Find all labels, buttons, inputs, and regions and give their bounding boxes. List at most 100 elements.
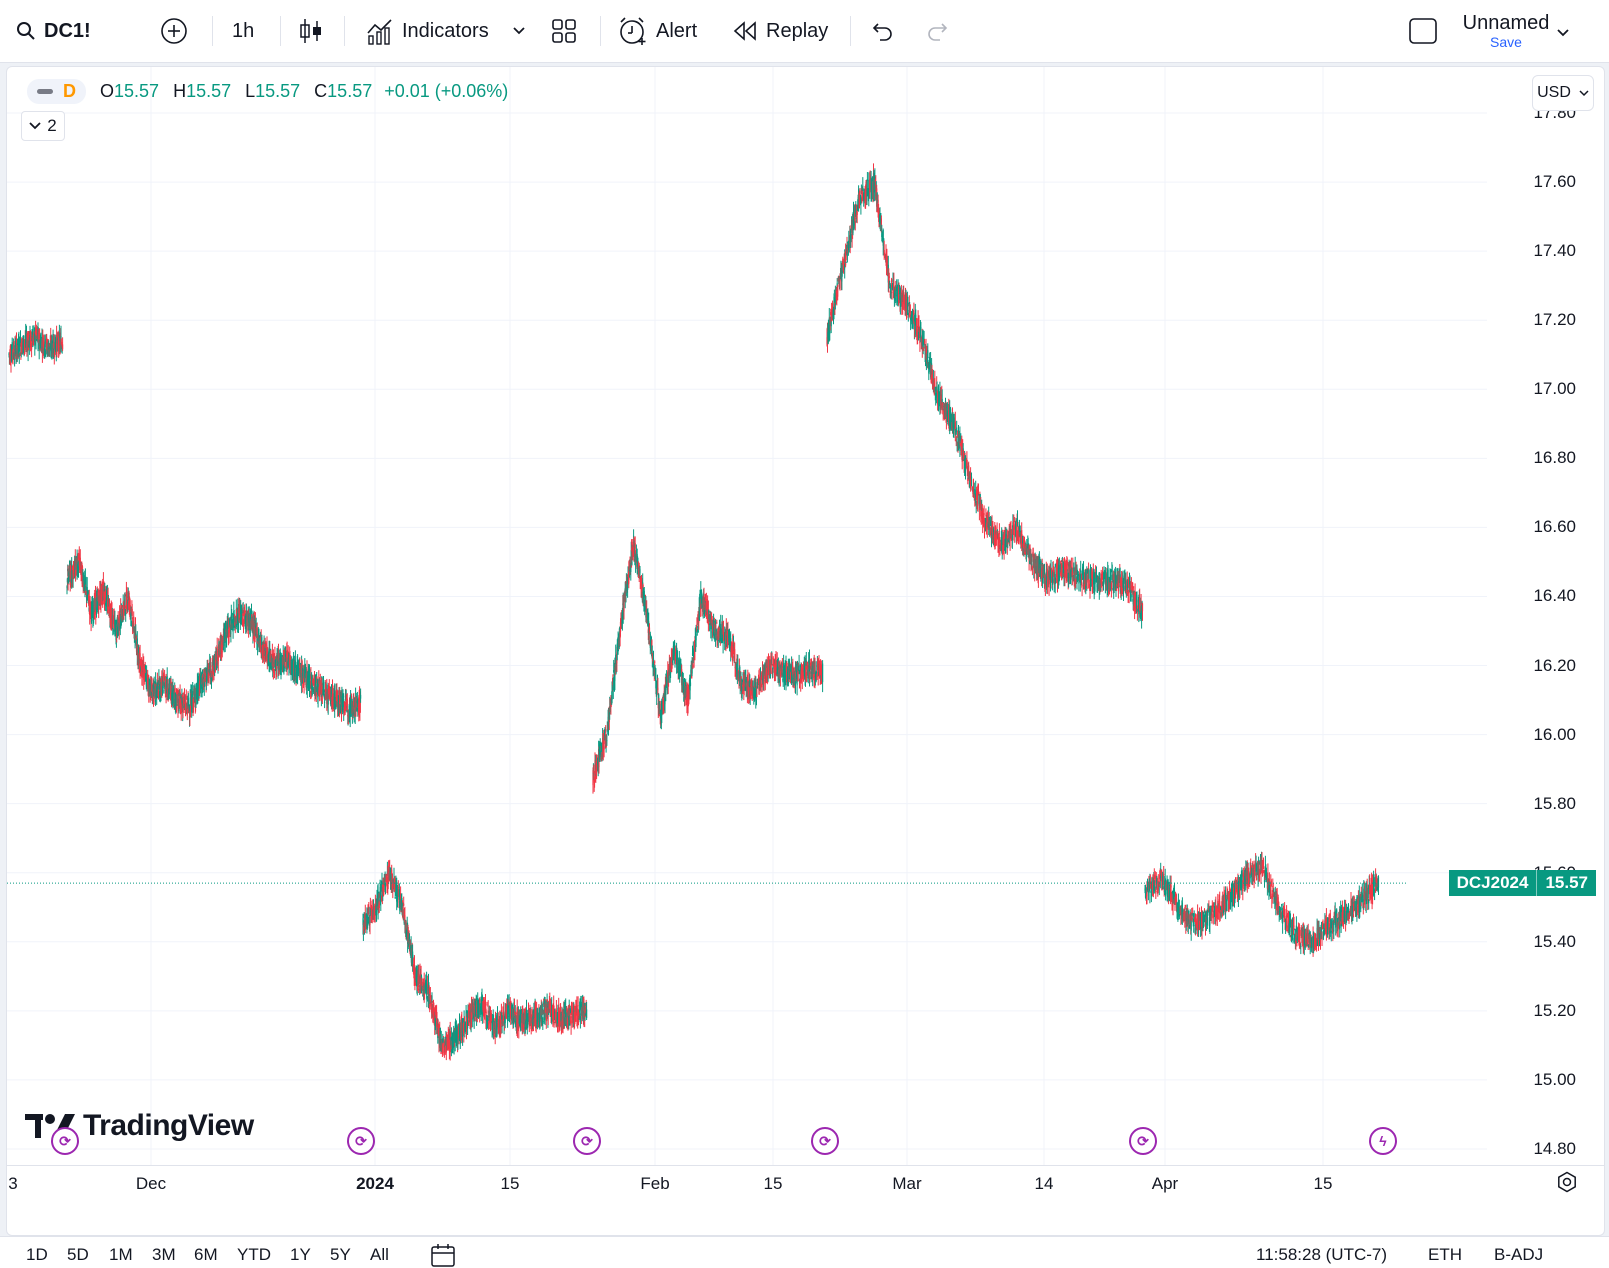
candle-body bbox=[654, 661, 655, 663]
grid-icon bbox=[550, 17, 578, 45]
candle-body bbox=[809, 674, 810, 679]
candle-body bbox=[816, 674, 817, 680]
candles-icon bbox=[298, 17, 324, 45]
candle-body bbox=[513, 1023, 514, 1025]
candle-body bbox=[822, 664, 823, 683]
candle-body bbox=[578, 1005, 579, 1006]
chevron-down-icon bbox=[1556, 28, 1570, 38]
candle-body bbox=[131, 622, 132, 623]
interval-button[interactable]: 1h bbox=[232, 14, 254, 48]
candle-body bbox=[369, 922, 370, 925]
candle-body bbox=[360, 695, 361, 699]
candle-body bbox=[168, 694, 169, 698]
redo-button[interactable] bbox=[926, 14, 950, 48]
candle-body bbox=[515, 1013, 516, 1014]
candle-body bbox=[580, 1016, 581, 1020]
candle-body bbox=[398, 887, 399, 889]
candle-body bbox=[657, 688, 658, 691]
price-chart[interactable] bbox=[7, 67, 1604, 1165]
indicators-button[interactable]: Indicators bbox=[366, 14, 489, 48]
candle-body bbox=[837, 286, 838, 296]
candle-body bbox=[889, 276, 890, 278]
alert-label: Alert bbox=[656, 20, 697, 43]
candle-body bbox=[399, 889, 400, 898]
plus-circle-icon bbox=[160, 17, 188, 45]
candle-body bbox=[78, 567, 79, 570]
alert-button[interactable]: Alert bbox=[618, 14, 697, 48]
candle-body bbox=[274, 657, 275, 659]
candle-body bbox=[42, 335, 43, 337]
candle-body bbox=[383, 885, 384, 886]
interval-label: 1h bbox=[232, 20, 254, 43]
replay-button[interactable]: Replay bbox=[732, 14, 828, 48]
candle-body bbox=[842, 271, 843, 274]
candle-body bbox=[527, 1023, 528, 1026]
candle-body bbox=[843, 273, 844, 274]
undo-icon bbox=[870, 21, 894, 41]
candle-body bbox=[486, 1012, 487, 1014]
layout-name: Unnamed bbox=[1456, 12, 1556, 35]
layout-menu-dropdown[interactable] bbox=[1556, 16, 1570, 50]
candle-body bbox=[127, 596, 128, 599]
candle-body bbox=[318, 698, 319, 699]
candle-body bbox=[806, 677, 807, 679]
candle-body bbox=[978, 492, 979, 493]
candle-body bbox=[623, 603, 624, 612]
candle-body bbox=[893, 282, 894, 285]
candle-body bbox=[862, 186, 863, 188]
candle-body bbox=[927, 350, 928, 358]
candle-body bbox=[324, 702, 325, 703]
candle-body bbox=[971, 477, 972, 479]
indicators-label: Indicators bbox=[402, 20, 489, 43]
candle-body bbox=[923, 348, 924, 349]
candle-body bbox=[132, 609, 133, 616]
candle-body bbox=[347, 699, 348, 711]
chevron-down-icon bbox=[512, 26, 526, 36]
candle-body bbox=[630, 568, 631, 572]
candle-body bbox=[772, 667, 773, 669]
candle-body bbox=[596, 772, 597, 773]
undo-button[interactable] bbox=[870, 14, 894, 48]
search-icon bbox=[16, 21, 36, 41]
candle-body bbox=[560, 1011, 561, 1012]
candle-body bbox=[488, 1023, 489, 1024]
candle-body bbox=[631, 562, 632, 565]
candle-body bbox=[222, 651, 223, 652]
candle-body bbox=[45, 335, 46, 344]
candle-body bbox=[635, 543, 636, 549]
candle-body bbox=[867, 179, 868, 180]
candle-body bbox=[192, 691, 193, 694]
candle-body bbox=[395, 897, 396, 898]
candle-body bbox=[968, 465, 969, 471]
indicators-dropdown[interactable] bbox=[512, 14, 526, 48]
candle-body bbox=[433, 1005, 434, 1007]
symbol-search-button[interactable]: DC1! bbox=[16, 14, 91, 48]
candle-body bbox=[418, 989, 419, 991]
candle-body bbox=[291, 660, 292, 661]
square-icon bbox=[1408, 17, 1438, 45]
candle-body bbox=[924, 342, 925, 343]
compare-add-button[interactable] bbox=[160, 14, 188, 48]
candle-body bbox=[62, 344, 63, 349]
save-link[interactable]: Save bbox=[1456, 34, 1556, 50]
candle-body bbox=[708, 610, 709, 612]
symbol-label: DC1! bbox=[44, 20, 91, 43]
candle-body bbox=[485, 1002, 486, 1005]
candle-body bbox=[16, 340, 17, 341]
candle-body bbox=[892, 292, 893, 293]
candle-body bbox=[606, 740, 607, 741]
candle-body bbox=[125, 613, 126, 614]
layout-name-button[interactable]: Unnamed Save bbox=[1456, 12, 1556, 50]
candle-body bbox=[403, 904, 404, 906]
multi-layout-checkbox[interactable] bbox=[1408, 14, 1438, 48]
candle-body bbox=[896, 291, 897, 296]
candle-body bbox=[734, 649, 735, 661]
layouts-button[interactable] bbox=[550, 14, 578, 48]
candle-body bbox=[653, 659, 654, 661]
candle-body bbox=[604, 747, 605, 750]
chart-type-button[interactable] bbox=[298, 14, 324, 48]
candle-body bbox=[649, 628, 650, 632]
candle-body bbox=[756, 694, 757, 697]
candle-body bbox=[696, 634, 697, 640]
